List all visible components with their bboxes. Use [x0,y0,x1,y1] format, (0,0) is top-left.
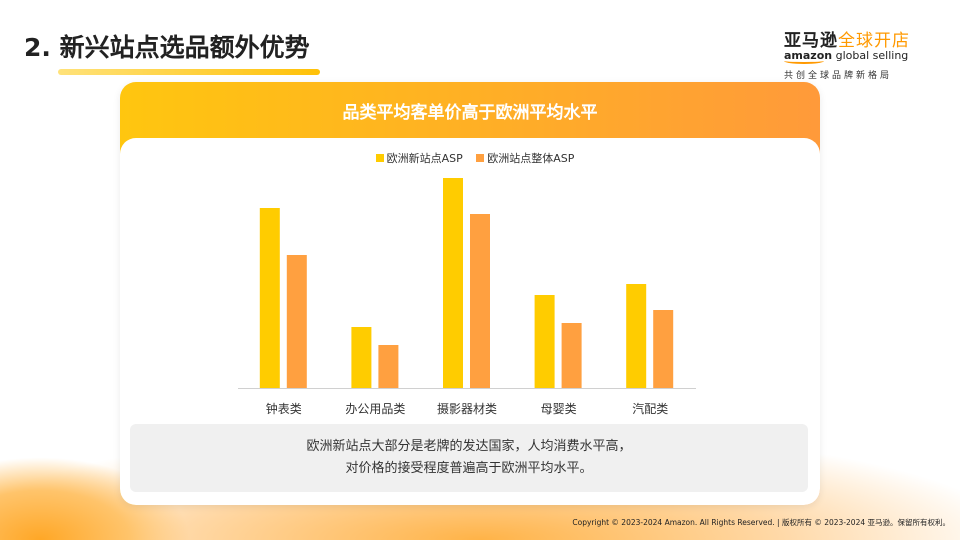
page-title: 2. 新兴站点选品额外优势 [24,33,310,62]
x-tick-label: 办公用品类 [345,401,405,416]
note-line-2: 对价格的接受程度普遍高于欧洲平均水平。 [345,461,593,476]
bar-1-3 [443,178,463,388]
x-tick-label: 摄影器材类 [437,401,497,416]
bar-chart: 钟表类 办公用品类 摄影器材类 母婴类 汽配类 [238,178,696,416]
bar-2-4 [561,323,582,388]
logo-cn-orange: 全球开店 [838,31,910,51]
title-underline [58,69,320,75]
card-title: 品类平均客单价高于欧洲平均水平 [342,103,598,123]
chart-note: 欧洲新站点大部分是老牌的发达国家，人均消费水平高， 对价格的接受程度普遍高于欧洲… [130,424,808,492]
x-tick-label: 钟表类 [266,401,302,416]
bar-1-5 [626,284,647,388]
bar-2-3 [470,214,490,388]
bar-2-5 [653,310,674,388]
x-tick-label: 汽配类 [632,401,668,416]
bar-2-1 [286,255,307,388]
logo-tagline: 共创全球品牌新格局 [784,71,893,81]
legend-swatch-2 [476,154,485,162]
legend-swatch-1 [375,154,384,162]
amazon-smile-icon [784,58,824,64]
bar-2-2 [378,345,399,388]
legend-label-1: 欧洲新站点ASP [386,152,463,165]
logo-en-bold: amazon [784,49,833,62]
amazon-global-selling-logo: 亚马逊全球开店 amazon global selling 共创全球品牌新格局 [784,26,934,81]
x-tick-label: 母婴类 [541,402,577,416]
note-line-1: 欧洲新站点大部分是老牌的发达国家，人均消费水平高， [306,439,632,454]
bar-1-2 [351,327,372,388]
legend-label-2: 欧洲站点整体ASP [487,152,575,165]
logo-en-light: global selling [832,49,909,62]
chart-legend: 欧洲新站点ASP 欧洲站点整体ASP [120,150,820,166]
copyright-footer: Copyright © 2023-2024 Amazon. All Rights… [572,518,950,527]
bar-1-4 [534,295,555,388]
logo-cn-dark: 亚马逊 [784,31,838,51]
bar-1-1 [259,208,280,388]
